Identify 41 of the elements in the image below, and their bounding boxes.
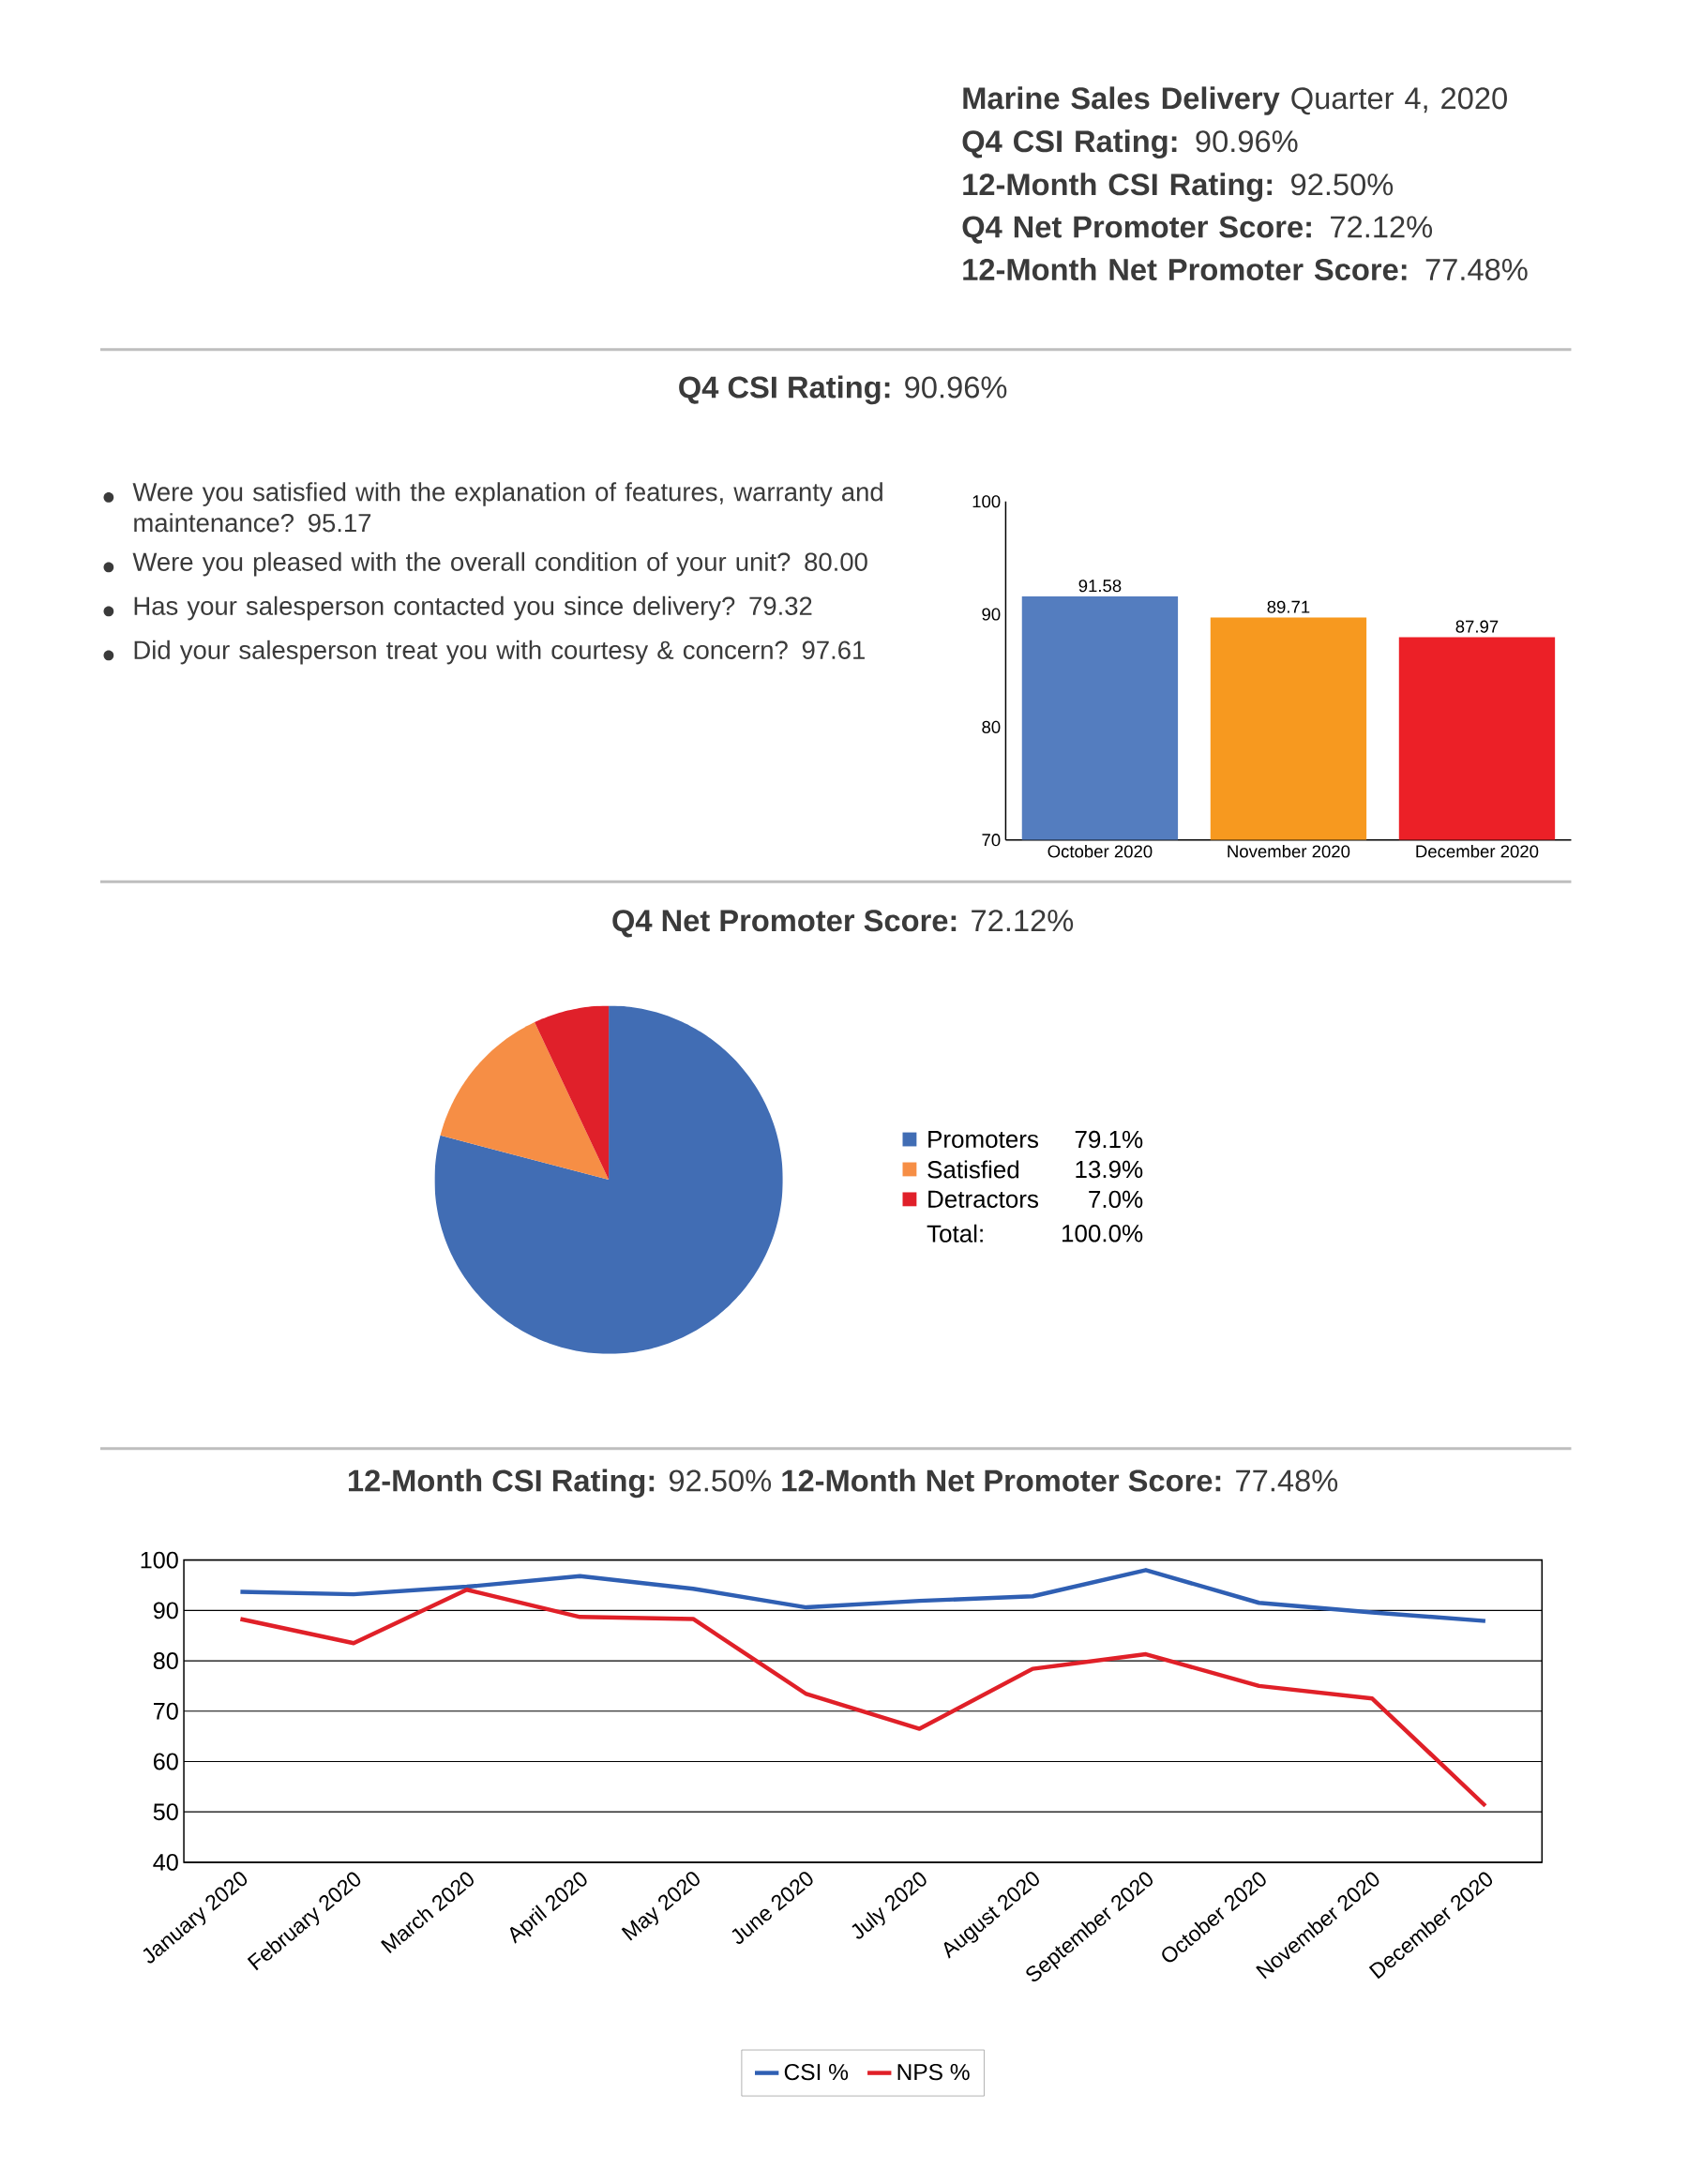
data-label: 7.0% [1089,1190,1143,1209]
text: Total: [927,1224,983,1243]
y-tick-label: 80 [153,1652,178,1669]
legend-label: Promoters [928,1130,1038,1149]
data-label: 79.1% [1075,1130,1143,1149]
legend-label: NPS % [897,2063,970,2081]
y-tick-label: 90 [153,1602,178,1619]
legend-label: Satisfied [927,1160,1018,1179]
data-label: 87.97 [1455,620,1499,633]
line-series [238,1568,1488,1623]
x-tick-label: October 2020 [1047,844,1153,858]
y-tick-label: 100 [972,495,1001,508]
y-tick-label: 60 [153,1753,178,1770]
y-tick-label: 50 [153,1803,178,1821]
chart-title: 12-Month CSI Rating: 92.50% 12-Month Net Promoter Score: 77.48% [348,1469,1338,1499]
chart-title: Q4 CSI Rating: 90.96% [679,375,1007,405]
y-tick-label: 100 [141,1551,178,1569]
text: Were you satisfied with the explanation of features, warranty and maintenance? 95.17 [132,482,882,533]
x-tick-label: November 2020 [1228,844,1350,858]
legend-label: CSI % [784,2063,849,2081]
y-tick-label: 90 [982,608,1001,621]
text: Did your salesperson treat you with courtesy & concern? 97.61 [134,640,865,665]
x-tick-label: December 2020 [1416,844,1539,858]
y-tick-label: 40 [153,1853,178,1871]
text: Marine Sales Delivery Quarter 4, 2020 [963,86,1507,115]
legend-label: Detractors [928,1190,1038,1208]
text: Q4 Net Promoter Score: 72.12% [962,216,1432,244]
y-tick-label: 80 [982,720,1001,733]
y-tick-label: 70 [982,834,1001,847]
text: Q4 CSI Rating: 90.96% [962,129,1298,158]
y-tick-label: 70 [153,1702,178,1720]
chart-title: Q4 Net Promoter Score: 72.12% [612,910,1074,938]
text: 100.0% [1062,1225,1143,1243]
text: Were you pleased with the overall condition of your unit? 80.00 [132,551,867,577]
data-label: 91.58 [1078,580,1122,593]
data-label: 89.71 [1267,600,1310,613]
line-series [238,1588,1488,1808]
data-label: 13.9% [1076,1160,1143,1179]
text: 12-Month Net Promoter Score: 77.48% [963,258,1528,281]
text: Has your salesperson contacted you since delivery? 79.32 [134,595,812,621]
text: 12-Month CSI Rating: 92.50% [963,173,1394,202]
